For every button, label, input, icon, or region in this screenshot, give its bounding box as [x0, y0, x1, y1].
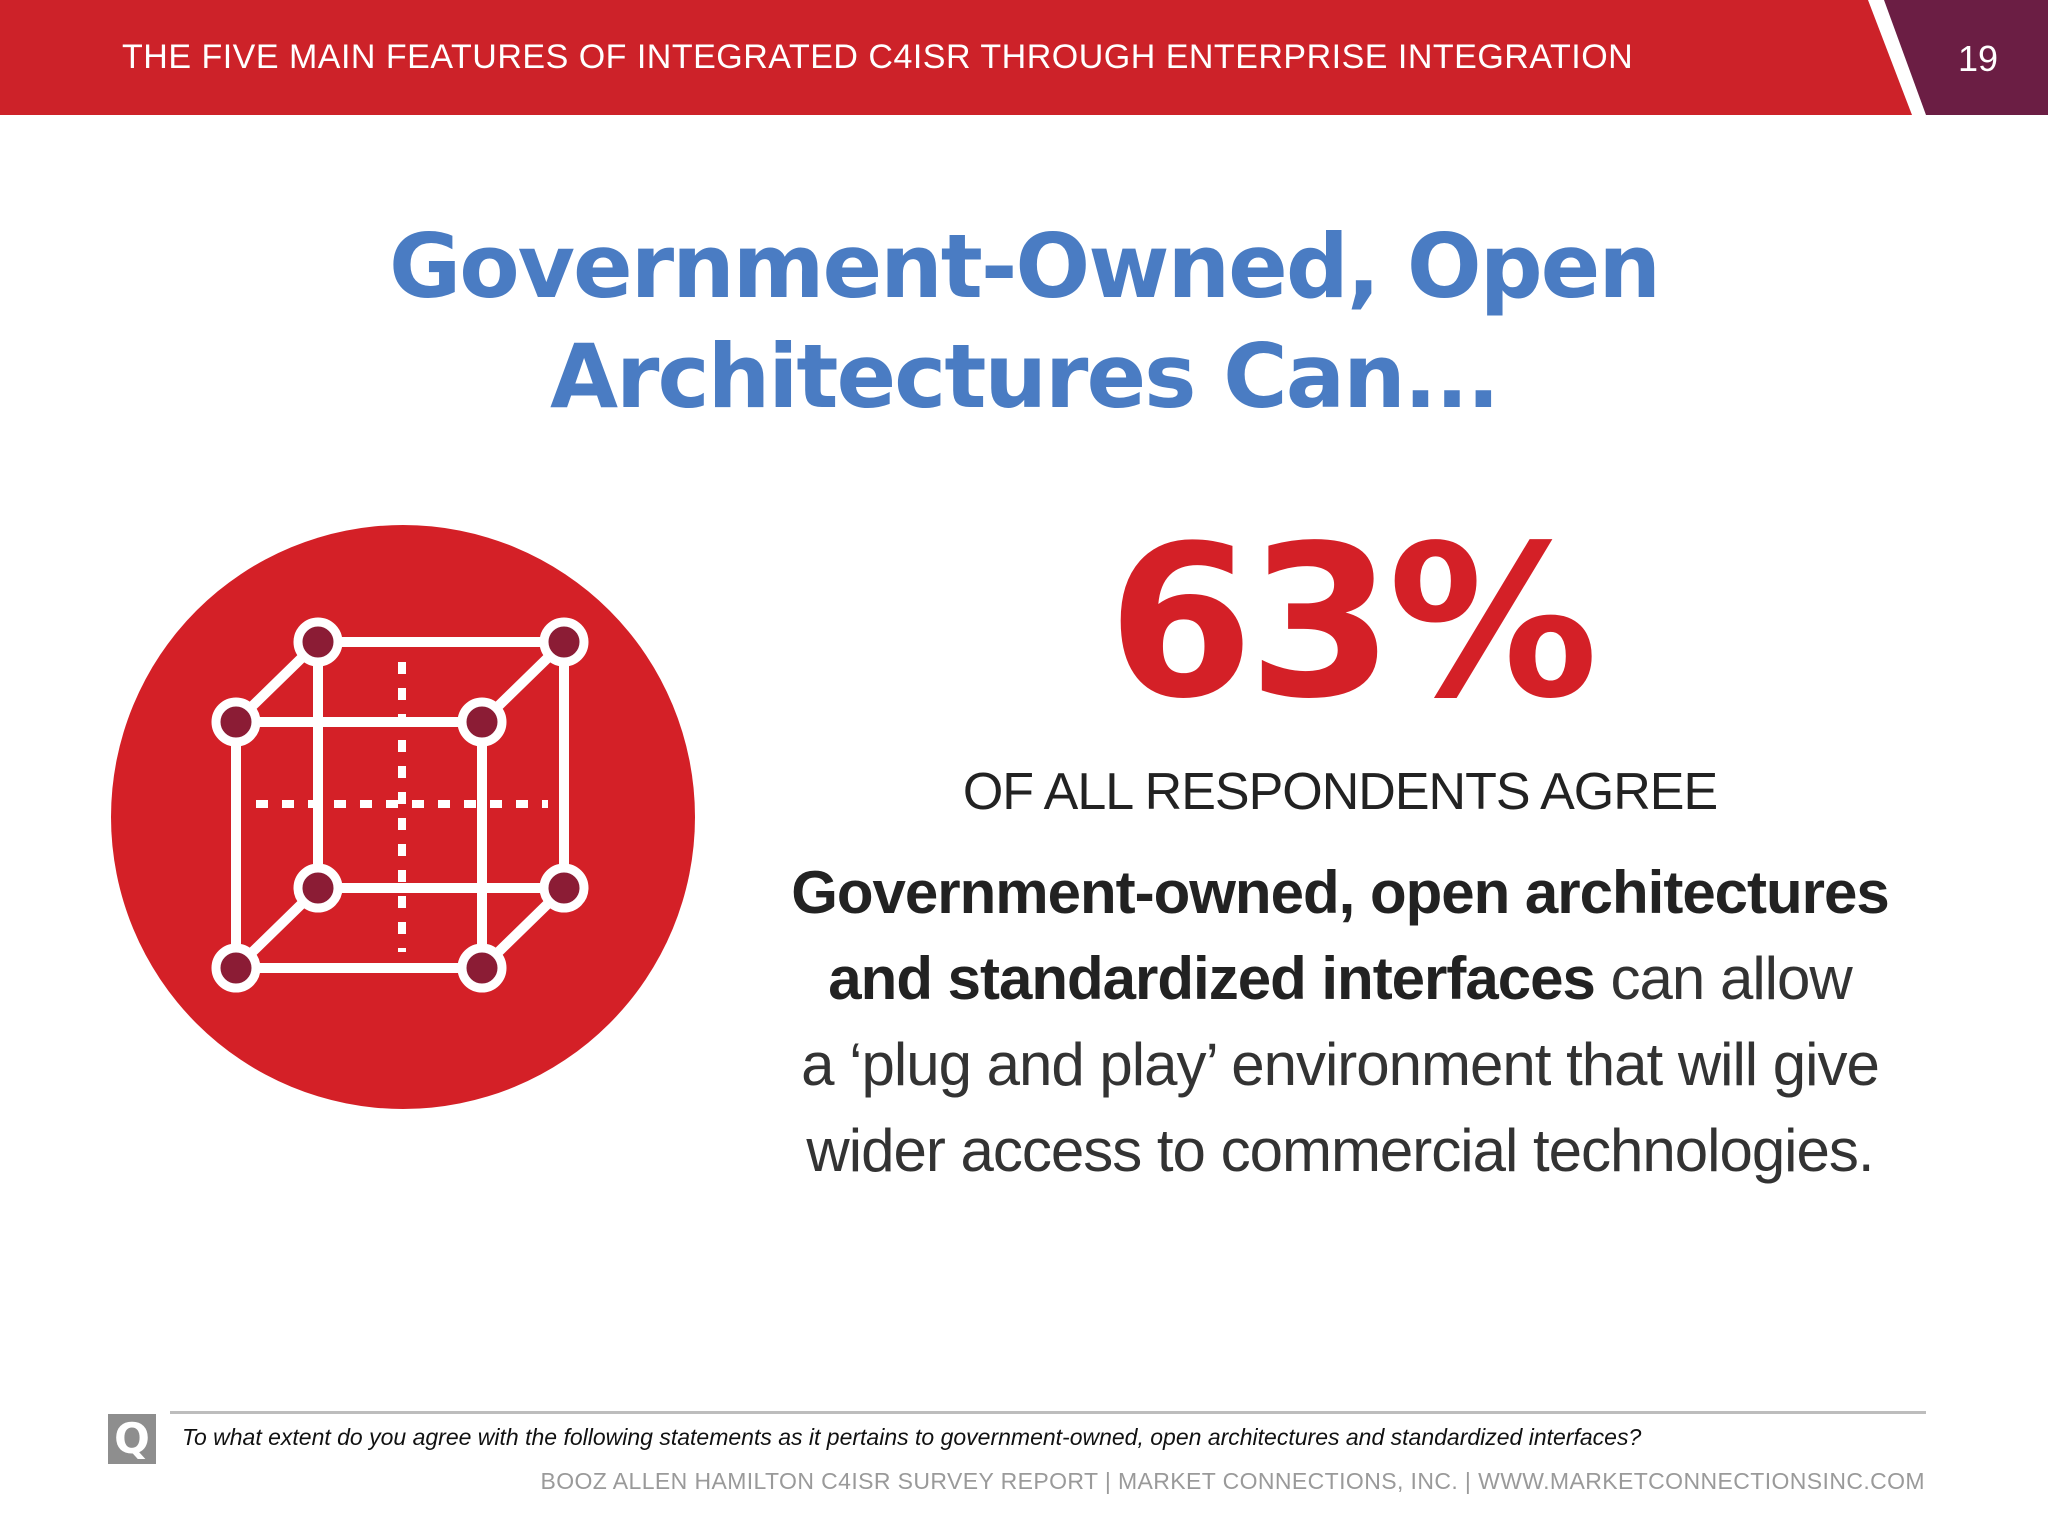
open-architecture-cube-icon: [108, 522, 698, 1112]
header-band: THE FIVE MAIN FEATURES OF INTEGRATED C4I…: [0, 0, 2048, 115]
footer-credits: BOOZ ALLEN HAMILTON C4ISR SURVEY REPORT …: [540, 1468, 1925, 1494]
header-title: THE FIVE MAIN FEATURES OF INTEGRATED C4I…: [122, 38, 1634, 76]
statement-rest-2: can allow: [1594, 945, 1853, 1012]
question-badge: Q: [108, 1414, 156, 1464]
statement-line-3: a ‘plug and play’ environment that will …: [801, 1031, 1880, 1098]
page-title: Government-Owned, Open Architectures Can…: [0, 212, 2048, 432]
statement-line-4: wider access to commercial technologies.: [806, 1117, 1874, 1184]
statement-line-1: Government-owned, open architectures: [700, 850, 1980, 936]
statement-line-2: and standardized interfaces can allow: [700, 936, 1980, 1022]
stat-caption: OF ALL RESPONDENTS AGREE: [962, 763, 1718, 821]
statement-text: Government-owned, open architectures and…: [700, 850, 1980, 1194]
page-number: 19: [1957, 38, 1998, 79]
page-title-line-1: Government-Owned, Open: [388, 215, 1661, 318]
page-title-line-2: Architectures Can...: [549, 325, 1500, 428]
footer-divider: [170, 1411, 1926, 1414]
stat-percentage: 63%: [1107, 500, 1599, 745]
survey-question: To what extent do you agree with the fol…: [182, 1424, 1642, 1450]
statement-bold-1: Government-owned, open architectures: [791, 859, 1890, 926]
statement-bold-2: and standardized interfaces: [828, 945, 1596, 1012]
header-background: [0, 0, 2048, 115]
